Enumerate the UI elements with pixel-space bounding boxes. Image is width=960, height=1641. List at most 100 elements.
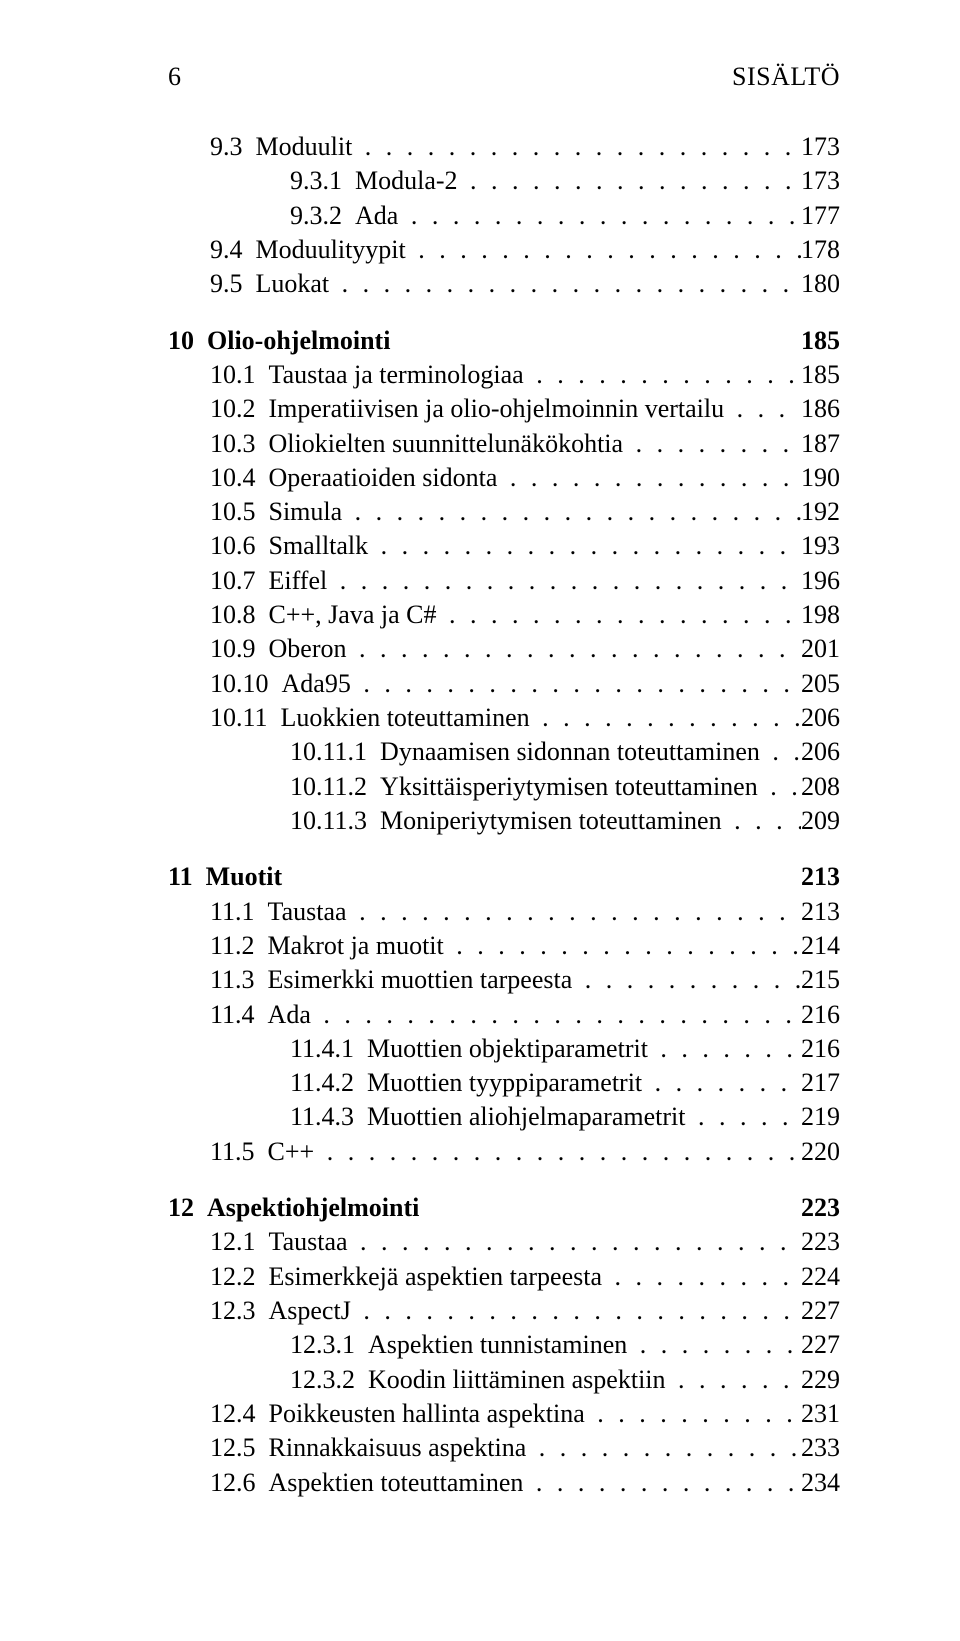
toc-number: 10.6 [168,529,269,563]
toc-page: 227 [801,1294,840,1328]
toc-label: Muottien objektiparametrit [367,1032,654,1066]
toc-label: Aspektiohjelmointi [207,1191,426,1225]
toc-subsection: 11.4.1 Muottien objektiparametrit . . . … [168,1032,840,1066]
dot-leader: . . . . . . . . . . . . . . . . . . . . … [354,1225,801,1259]
toc-section: 10.7 Eiffel . . . . . . . . . . . . . . … [168,564,840,598]
toc-label: Luokat [256,267,336,301]
toc-page: 185 [801,324,840,358]
dot-leader: . . . . . . . . . . . . . . . . . . . . … [353,632,801,666]
toc-label: Aspektien tunnistaminen [368,1328,634,1362]
toc-chapter: 12 Aspektiohjelmointi . . . . . . . . . … [168,1191,840,1225]
toc-label: C++, Java ja C# [269,598,443,632]
dot-leader: . . . . . . . . . . . . . . . . . . . . … [450,929,801,963]
dot-leader: . . . . . . . . . . . . . . . . . . . . … [630,427,801,461]
toc-label: Luokkien toteuttaminen [281,701,537,735]
toc-page: 187 [801,427,840,461]
dot-leader: . . . . . . . . . . . . . . . . . . . . … [334,564,801,598]
toc-section: 11.1 Taustaa . . . . . . . . . . . . . .… [168,895,840,929]
toc-number: 10.5 [168,495,269,529]
toc-label: Taustaa [269,1225,355,1259]
dot-leader: . . . . . . . . . . . . . . . . . . . . … [357,1294,801,1328]
toc-label: Smalltalk [269,529,375,563]
toc-number: 10.7 [168,564,269,598]
toc-subsection: 11.4.2 Muottien tyyppiparametrit . . . .… [168,1066,840,1100]
toc-section: 11.4 Ada . . . . . . . . . . . . . . . .… [168,998,840,1032]
toc-label: Ada [268,998,318,1032]
dot-leader: . . . . . . . . . . . . . . . . . . . . … [375,529,801,563]
dot-leader: . . . . . . . . . . . . . . . . . . . . … [504,461,801,495]
toc-page: 231 [801,1397,840,1431]
toc-number: 10.11.3 [168,804,380,838]
toc-number: 12.3.2 [168,1363,368,1397]
toc-section: 10.1 Taustaa ja terminologiaa . . . . . … [168,358,840,392]
toc-page: 223 [801,1225,840,1259]
toc-page: 206 [801,735,840,769]
toc-number: 11.3 [168,963,268,997]
dot-leader: . . . . . . . . . . . . . . . . . . . . … [536,701,801,735]
dot-leader: . . . . . . . . . . . . . . . . . . . . … [654,1032,801,1066]
dot-leader: . . . . . . . . . . . . . . . . . . . . … [336,267,801,301]
toc-label: Ada95 [282,667,358,701]
toc-number: 12.2 [168,1260,269,1294]
toc-number: 9.3.2 [168,199,355,233]
toc-label: Moduulityypit [256,233,413,267]
toc-page: 178 [801,233,840,267]
toc-section: 11.5 C++ . . . . . . . . . . . . . . . .… [168,1135,840,1169]
toc-section: 12.2 Esimerkkejä aspektien tarpeesta . .… [168,1260,840,1294]
toc-section: 12.6 Aspektien toteuttaminen . . . . . .… [168,1466,840,1500]
toc-chapter: 11 Muotit . . . . . . . . . . . . . . . … [168,860,840,894]
toc-number: 10.11.1 [168,735,380,769]
toc-number: 9.3 [168,130,256,164]
toc-label: Esimerkki muottien tarpeesta [268,963,579,997]
toc-number: 11.2 [168,929,268,963]
toc-page: 186 [801,392,840,426]
dot-leader: . . . . . . . . . . . . . . . . . . . . … [649,1066,801,1100]
dot-leader: . . . . . . . . . . . . . . . . . . . . … [359,130,801,164]
toc-page: 216 [801,1032,840,1066]
dot-leader: . . . . . . . . . . . . . . . . . . . . … [731,392,801,426]
page-title: SISÄLTÖ [732,62,840,92]
toc-page: 177 [801,199,840,233]
toc-label: Moniperiytymisen toteuttaminen [380,804,728,838]
dot-leader: . . . . . . . . . . . . . . . . . . . . … [764,770,801,804]
toc-label: Taustaa ja terminologiaa [269,358,531,392]
toc-label: C++ [268,1135,321,1169]
toc-page: 173 [801,130,840,164]
toc-page: 206 [801,701,840,735]
toc-section: 10.8 C++, Java ja C# . . . . . . . . . .… [168,598,840,632]
toc-number: 10.9 [168,632,269,666]
toc-page: 193 [801,529,840,563]
toc-number: 12.3 [168,1294,269,1328]
toc-number: 10.11.2 [168,770,380,804]
page-number: 6 [168,62,181,92]
toc-page: 215 [801,963,840,997]
toc-page: 234 [801,1466,840,1500]
toc-label: Makrot ja muotit [268,929,451,963]
toc-label: Moduulit [256,130,359,164]
toc-label: Ada [355,199,405,233]
toc-section: 12.5 Rinnakkaisuus aspektina . . . . . .… [168,1431,840,1465]
toc-page: 223 [801,1191,840,1225]
toc-section: 10.10 Ada95 . . . . . . . . . . . . . . … [168,667,840,701]
toc-number: 9.4 [168,233,256,267]
dot-leader: . . . . . . . . . . . . . . . . . . . . … [672,1363,801,1397]
toc-number: 10.3 [168,427,269,461]
toc-number: 10.8 [168,598,269,632]
toc-label: Olio-ohjelmointi [207,324,397,358]
toc-label: Simula [269,495,349,529]
toc-page: 217 [801,1066,840,1100]
toc-page: 185 [801,358,840,392]
toc-number: 12.6 [168,1466,269,1500]
toc-label: Dynaamisen sidonnan toteuttaminen [380,735,766,769]
toc-subsection: 10.11.2 Yksittäisperiytymisen toteuttami… [168,770,840,804]
dot-leader: . . . . . . . . . . . . . . . . . . . . … [533,1431,801,1465]
toc-section: 12.4 Poikkeusten hallinta aspektina . . … [168,1397,840,1431]
toc-subsection: 10.11.1 Dynaamisen sidonnan toteuttamine… [168,735,840,769]
toc-label: Imperatiivisen ja olio-ohjelmoinnin vert… [269,392,731,426]
toc-page: 216 [801,998,840,1032]
toc-subsection: 11.4.3 Muottien aliohjelmaparametrit . .… [168,1100,840,1134]
dot-leader: . . . . . . . . . . . . . . . . . . . . … [357,667,801,701]
toc-page: 201 [801,632,840,666]
toc-label: Yksittäisperiytymisen toteuttaminen [380,770,764,804]
toc-page: 180 [801,267,840,301]
